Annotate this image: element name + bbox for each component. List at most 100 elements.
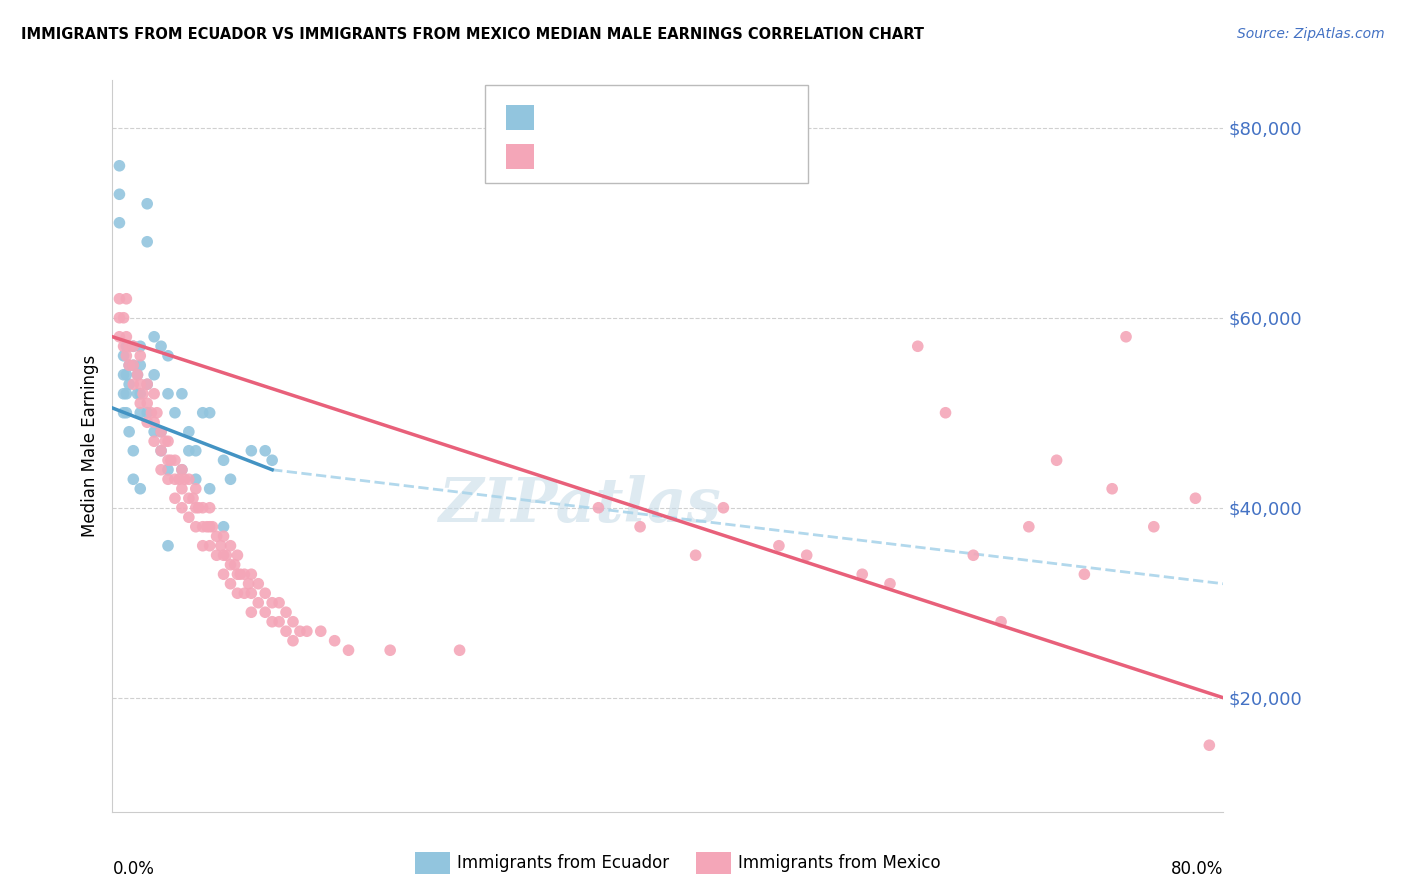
Point bbox=[240, 586, 263, 600]
Point bbox=[267, 596, 291, 610]
Point bbox=[184, 500, 207, 515]
Point bbox=[224, 558, 246, 572]
Point bbox=[143, 386, 166, 401]
Text: ZIPatlas: ZIPatlas bbox=[437, 475, 720, 534]
Point bbox=[157, 453, 180, 467]
Point bbox=[240, 567, 263, 582]
Point bbox=[118, 377, 141, 392]
Point bbox=[163, 406, 186, 420]
Point bbox=[212, 520, 235, 534]
Point bbox=[209, 539, 232, 553]
Point bbox=[1073, 567, 1095, 582]
Point bbox=[143, 330, 166, 344]
Point bbox=[254, 443, 277, 458]
Point bbox=[157, 472, 180, 486]
Point bbox=[167, 472, 190, 486]
Point bbox=[115, 339, 138, 353]
Point bbox=[173, 472, 195, 486]
Point bbox=[155, 434, 177, 449]
Point bbox=[262, 453, 284, 467]
Point bbox=[184, 472, 207, 486]
Point bbox=[170, 500, 193, 515]
Point bbox=[170, 463, 193, 477]
Point bbox=[247, 576, 270, 591]
Point bbox=[1018, 520, 1040, 534]
Point bbox=[143, 368, 166, 382]
Point bbox=[118, 425, 141, 439]
Text: R = -0.712: R = -0.712 bbox=[546, 147, 636, 165]
Point bbox=[1115, 330, 1137, 344]
Point bbox=[907, 339, 929, 353]
Point bbox=[129, 406, 152, 420]
Point bbox=[115, 406, 138, 420]
Point bbox=[118, 358, 141, 372]
Y-axis label: Median Male Earnings: Median Male Earnings bbox=[80, 355, 98, 537]
Point bbox=[127, 386, 149, 401]
Point bbox=[136, 377, 159, 392]
Point bbox=[274, 624, 297, 639]
Point bbox=[962, 548, 984, 562]
Point bbox=[112, 339, 135, 353]
Point bbox=[198, 482, 221, 496]
Point bbox=[184, 520, 207, 534]
Point bbox=[240, 605, 263, 619]
Point bbox=[990, 615, 1012, 629]
Point bbox=[181, 491, 204, 506]
Point bbox=[240, 443, 263, 458]
Point bbox=[254, 586, 277, 600]
Point bbox=[129, 339, 152, 353]
Point bbox=[112, 368, 135, 382]
Point bbox=[118, 358, 141, 372]
Point bbox=[150, 443, 173, 458]
Point bbox=[115, 292, 138, 306]
Point bbox=[112, 349, 135, 363]
Point bbox=[879, 576, 901, 591]
Point bbox=[247, 596, 270, 610]
Point bbox=[146, 406, 169, 420]
Point bbox=[122, 443, 145, 458]
Point bbox=[254, 605, 277, 619]
Point bbox=[108, 216, 131, 230]
Point bbox=[129, 349, 152, 363]
Point bbox=[238, 576, 260, 591]
Point bbox=[108, 159, 131, 173]
Point bbox=[191, 539, 214, 553]
Text: Immigrants from Mexico: Immigrants from Mexico bbox=[738, 854, 941, 871]
Point bbox=[157, 434, 180, 449]
Point bbox=[191, 500, 214, 515]
Point bbox=[163, 453, 186, 467]
Point bbox=[796, 548, 818, 562]
Point bbox=[143, 425, 166, 439]
Point bbox=[1143, 520, 1166, 534]
Point bbox=[157, 539, 180, 553]
Point bbox=[177, 491, 200, 506]
Point bbox=[205, 548, 228, 562]
Point bbox=[112, 386, 135, 401]
Text: N = 116: N = 116 bbox=[668, 147, 741, 165]
Point bbox=[449, 643, 471, 657]
Point bbox=[129, 377, 152, 392]
Point bbox=[713, 500, 735, 515]
Point bbox=[1045, 453, 1069, 467]
Point bbox=[122, 358, 145, 372]
Point bbox=[219, 539, 242, 553]
Point bbox=[122, 377, 145, 392]
Point bbox=[136, 377, 159, 392]
Point bbox=[141, 406, 163, 420]
Point bbox=[115, 349, 138, 363]
Point bbox=[233, 586, 256, 600]
Point bbox=[129, 358, 152, 372]
Point bbox=[212, 567, 235, 582]
Point bbox=[127, 368, 149, 382]
Point bbox=[163, 491, 186, 506]
Point bbox=[198, 520, 221, 534]
Point bbox=[191, 520, 214, 534]
Point bbox=[1101, 482, 1123, 496]
Point bbox=[115, 368, 138, 382]
Point bbox=[115, 330, 138, 344]
Point bbox=[122, 358, 145, 372]
Point bbox=[108, 330, 131, 344]
Text: R = -0.227: R = -0.227 bbox=[546, 109, 636, 127]
Point bbox=[136, 235, 159, 249]
Text: Immigrants from Ecuador: Immigrants from Ecuador bbox=[457, 854, 669, 871]
